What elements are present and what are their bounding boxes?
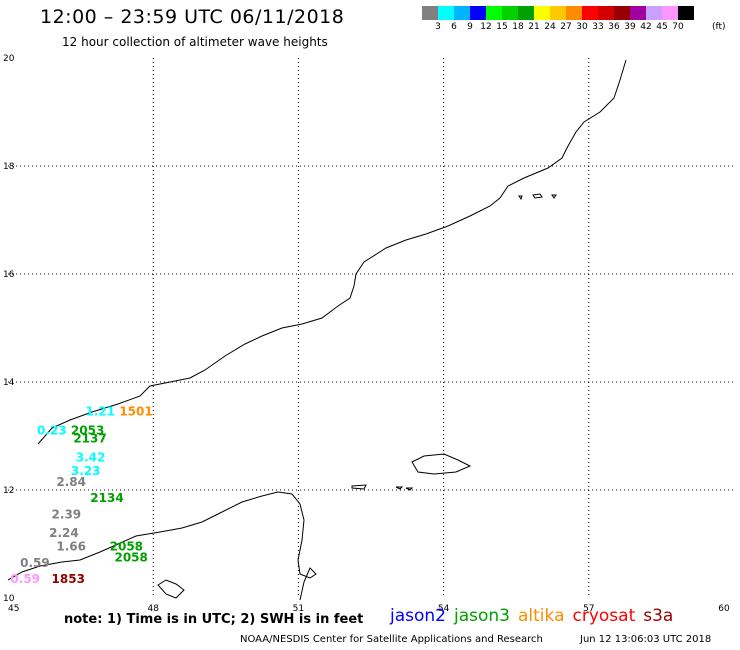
coastal-inlet (157, 579, 185, 599)
legend-swatch (566, 6, 582, 20)
legend-swatch (454, 6, 470, 20)
latitude-tick-label: 10 (3, 594, 15, 604)
units-note: note: 1) Time is in UTC; 2) SWH is in fe… (64, 612, 364, 627)
longitude-tick-label: 54 (438, 604, 450, 614)
wave-height-observation: 3.23 (71, 464, 101, 478)
credit-line: NOAA/NESDIS Center for Satellite Applica… (240, 634, 543, 645)
longitude-tick-label: 57 (583, 604, 594, 614)
longitude-tick-label: 60 (718, 604, 730, 614)
small-island-1 (395, 486, 404, 490)
legend-label: 33 (592, 22, 604, 32)
legend-label: 9 (467, 22, 473, 32)
latitude-tick-label: 16 (3, 270, 15, 280)
wave-height-observation: 2.24 (49, 526, 79, 540)
arabia-coastline (37, 59, 627, 445)
wave-height-observation: 1.21 (85, 405, 115, 419)
wave-height-observation: 2134 (90, 491, 123, 505)
wave-height-observation: 2.39 (52, 507, 82, 521)
legend-swatch (582, 6, 598, 20)
abd-al-kuri-island (351, 484, 367, 490)
satellite-label: s3a (643, 606, 674, 626)
wave-height-observation: 1501 (119, 405, 152, 419)
legend-label: 27 (560, 22, 572, 32)
wave-height-observation: 1853 (52, 572, 85, 586)
kuria-muria-island-3 (551, 194, 557, 199)
legend-swatch (662, 6, 678, 20)
legend-swatch (486, 6, 502, 20)
satellite-label: altika (518, 606, 565, 626)
latitude-tick-label: 14 (3, 378, 15, 388)
wave-height-observation: 2053 (71, 424, 104, 438)
legend-swatch (518, 6, 534, 20)
legend-swatch (534, 6, 550, 20)
longitude-tick-label: 51 (293, 604, 304, 614)
legend-label: 45 (656, 22, 668, 32)
satellite-label: cryosat (572, 606, 636, 626)
legend-swatch (550, 6, 566, 20)
legend-label: 30 (576, 22, 588, 32)
wave-height-observation: 3.42 (76, 451, 106, 465)
legend-swatch (614, 6, 630, 20)
wave-height-observation: 0.59 (10, 572, 40, 586)
kuria-muria-island-2 (532, 193, 543, 199)
kuria-muria-island-1 (518, 195, 523, 201)
legend-swatch (678, 6, 694, 20)
small-island-2 (405, 487, 414, 491)
legend-label: 3 (435, 22, 441, 32)
map-subtitle: 12 hour collection of altimeter wave hei… (62, 35, 328, 49)
wave-height-observation: 0.59 (20, 556, 50, 570)
generation-timestamp: Jun 12 13:06:03 UTC 2018 (580, 634, 712, 645)
legend-label: 24 (544, 22, 556, 32)
legend-label: 12 (480, 22, 492, 32)
legend-unit: (ft) (712, 22, 726, 32)
longitude-tick-label: 45 (8, 604, 19, 614)
legend-swatch (470, 6, 486, 20)
satellite-legend: jason2 jason3 altika cryosat s3a (390, 606, 681, 626)
wave-height-observation: 2.84 (56, 475, 86, 489)
latitude-tick-label: 20 (3, 54, 15, 64)
legend-label: 18 (512, 22, 524, 32)
latitude-tick-label: 12 (3, 486, 14, 496)
legend-swatch (502, 6, 518, 20)
legend-swatch (598, 6, 614, 20)
legend-swatch (630, 6, 646, 20)
wave-height-observation: 2137 (73, 432, 106, 446)
legend-label: 42 (640, 22, 652, 32)
lat-lon-grid: 45 48 51 54 57 60 20 18 16 14 12 10 (3, 54, 734, 614)
legend-swatch (422, 6, 438, 20)
wave-height-observation: 2058 (110, 540, 143, 554)
legend-label: 70 (672, 22, 684, 32)
legend-swatch (646, 6, 662, 20)
socotra-island (411, 453, 472, 475)
legend-label: 15 (496, 22, 508, 32)
africa-coastline (7, 491, 317, 601)
legend-label: 39 (624, 22, 636, 32)
legend-label: 6 (451, 22, 457, 32)
legend-label: 36 (608, 22, 620, 32)
legend-swatch (438, 6, 454, 20)
legend-label: 21 (528, 22, 540, 32)
satellite-label: jason3 (454, 606, 510, 626)
wave-height-observation: 0.23 (37, 424, 67, 438)
map-title: 12:00 – 23:59 UTC 06/11/2018 (40, 6, 345, 28)
satellite-label: jason2 (390, 606, 446, 626)
wave-height-observation: 2058 (114, 551, 147, 565)
coastline (7, 59, 627, 601)
longitude-tick-label: 48 (147, 604, 159, 614)
wave-height-observation: 1.66 (56, 540, 86, 554)
latitude-tick-label: 18 (3, 162, 15, 172)
